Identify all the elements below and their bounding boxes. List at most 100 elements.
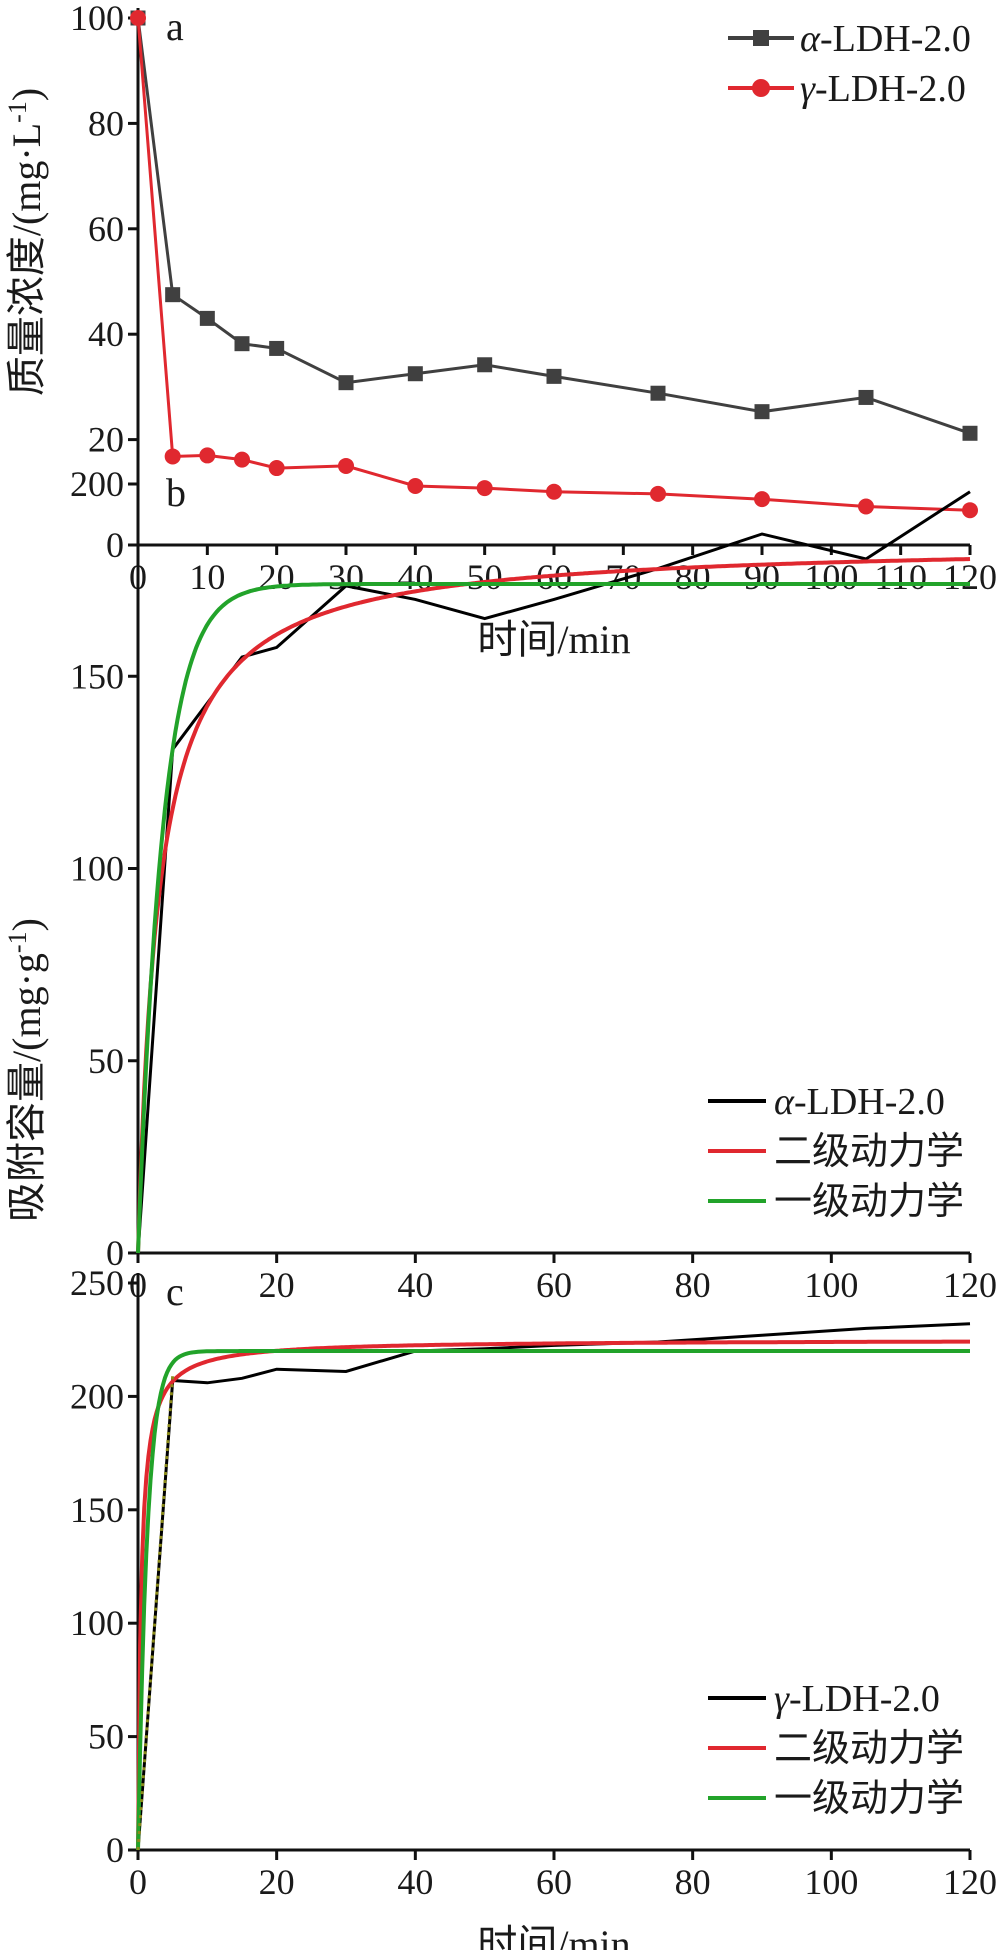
y-tick-label: 0 bbox=[106, 1830, 124, 1870]
legend-label-rest: -LDH-2.0 bbox=[820, 18, 971, 60]
y-tick-label: 0 bbox=[106, 525, 124, 565]
data-point bbox=[650, 485, 666, 502]
y-axis-title-a: 质量浓度/(mg·L-1) bbox=[3, 88, 49, 396]
data-point bbox=[234, 336, 250, 352]
x-tick-label: 60 bbox=[536, 1265, 572, 1305]
legend-label-rest: -LDH-2.0 bbox=[815, 68, 966, 110]
legend-label-symbol: α bbox=[800, 18, 821, 60]
data-point bbox=[407, 366, 423, 382]
legend-label: γ-LDH-2.0 bbox=[774, 1678, 940, 1720]
data-point bbox=[477, 357, 493, 373]
x-tick-label: 70 bbox=[605, 557, 641, 597]
series-1 bbox=[130, 10, 978, 441]
y-axis-title-a-sup: -1 bbox=[3, 101, 32, 123]
x-tick-label: 10 bbox=[189, 557, 225, 597]
legend-label-symbol: γ bbox=[800, 68, 816, 110]
legend-label: 二级动力学 bbox=[774, 1728, 964, 1770]
data-point bbox=[269, 340, 285, 356]
x-tick-label: 100 bbox=[804, 1265, 858, 1305]
legend-marker bbox=[753, 30, 769, 46]
panel-a: 0204060801000102030405060708090100110120… bbox=[70, 0, 997, 662]
y-tick-label: 250 bbox=[70, 1263, 124, 1303]
data-point bbox=[130, 10, 146, 26]
data-point bbox=[199, 447, 216, 464]
y-tick-label: 50 bbox=[88, 1717, 124, 1757]
x-tick-label: 20 bbox=[259, 557, 295, 597]
x-tick-label: 80 bbox=[675, 557, 711, 597]
x-tick-label: 110 bbox=[874, 557, 927, 597]
data-point bbox=[962, 425, 978, 441]
data-point bbox=[338, 375, 354, 391]
legend-label: γ-LDH-2.0 bbox=[800, 68, 966, 110]
legend-label-rest: -LDH-2.0 bbox=[789, 1678, 940, 1720]
x-tick-label: 50 bbox=[467, 557, 503, 597]
y-axis-title-bc: 吸附容量/(mg·g-1) bbox=[3, 918, 49, 1222]
x-tick-label: 120 bbox=[943, 1862, 997, 1902]
y-axis-title-bc-main: 吸附容量/(mg·g bbox=[4, 953, 49, 1222]
x-tick-label: 30 bbox=[328, 557, 364, 597]
x-axis-title: 时间/min bbox=[477, 617, 630, 662]
x-tick-label: 120 bbox=[943, 1265, 997, 1305]
data-point bbox=[754, 491, 770, 508]
data-point bbox=[338, 457, 354, 474]
legend-label: 一级动力学 bbox=[774, 1778, 964, 1820]
panel-label: a bbox=[166, 4, 184, 49]
data-point bbox=[165, 287, 181, 303]
data-point bbox=[962, 502, 978, 519]
shared-labels: 质量浓度/(mg·L-1)吸附容量/(mg·g-1) bbox=[3, 88, 49, 1222]
data-point bbox=[858, 498, 874, 515]
data-point bbox=[268, 460, 285, 477]
panel-b: 0 50 100 150 200 0 20 40 60 80 100 120 b α-LDH-2.0 二级动… bbox=[70, 464, 997, 1305]
series-2 bbox=[130, 10, 978, 519]
y-tick-label: 20 bbox=[88, 420, 124, 460]
data-point bbox=[476, 480, 493, 497]
y-axis-title-a-main: 质量浓度/(mg·L bbox=[4, 123, 49, 396]
panel-label: c bbox=[166, 1269, 184, 1314]
data-point bbox=[199, 310, 215, 326]
legend-label: α-LDH-2.0 bbox=[774, 1081, 945, 1123]
fit-curve bbox=[136, 1339, 970, 1851]
panel-c: 0 50 100 150 200 250 0 20 40 60 80 100 120 c 时间/min γ-L… bbox=[70, 1263, 997, 1950]
legend-label: α-LDH-2.0 bbox=[800, 18, 971, 60]
data-point bbox=[754, 404, 770, 420]
series-line bbox=[136, 1322, 971, 1851]
data-point bbox=[407, 477, 424, 494]
y-tick-label: 100 bbox=[70, 1603, 124, 1643]
fit-curve bbox=[136, 582, 970, 1254]
y-tick-label: 40 bbox=[88, 314, 124, 354]
y-tick-label: 50 bbox=[88, 1041, 124, 1081]
y-tick-label: 0 bbox=[106, 1233, 124, 1273]
legend-label-symbol: α bbox=[774, 1081, 795, 1123]
x-tick-label: 120 bbox=[943, 557, 997, 597]
legend-label: 二级动力学 bbox=[774, 1131, 964, 1173]
x-tick-label: 40 bbox=[397, 1862, 433, 1902]
legend-label-symbol: γ bbox=[774, 1678, 790, 1720]
fit-curve bbox=[136, 1349, 970, 1851]
x-tick-label: 40 bbox=[397, 1265, 433, 1305]
x-tick-label: 60 bbox=[536, 1862, 572, 1902]
y-tick-label: 60 bbox=[88, 209, 124, 249]
x-tick-label: 100 bbox=[804, 1862, 858, 1902]
y-tick-label: 200 bbox=[70, 1376, 124, 1416]
y-axis-title-bc-sup: -1 bbox=[3, 931, 32, 953]
y-tick-label: 150 bbox=[70, 656, 124, 696]
y-tick-label: 100 bbox=[70, 849, 124, 889]
data-point bbox=[546, 483, 562, 500]
y-axis-title-bc-end: ) bbox=[4, 918, 49, 931]
x-axis-title: 时间/min bbox=[477, 1922, 630, 1950]
y-tick-label: 80 bbox=[88, 103, 124, 143]
legend-label-rest: -LDH-2.0 bbox=[794, 1081, 945, 1123]
legend: α-LDH-2.0γ-LDH-2.0 bbox=[728, 18, 971, 110]
data-point bbox=[650, 385, 666, 401]
legend-marker bbox=[752, 79, 770, 97]
data-point bbox=[164, 448, 181, 465]
data-point bbox=[546, 368, 562, 384]
data-point bbox=[234, 451, 250, 468]
series-3 bbox=[136, 1349, 970, 1851]
series-2 bbox=[136, 557, 971, 1254]
legend-label: 一级动力学 bbox=[774, 1181, 964, 1223]
y-tick-label: 100 bbox=[70, 0, 124, 38]
